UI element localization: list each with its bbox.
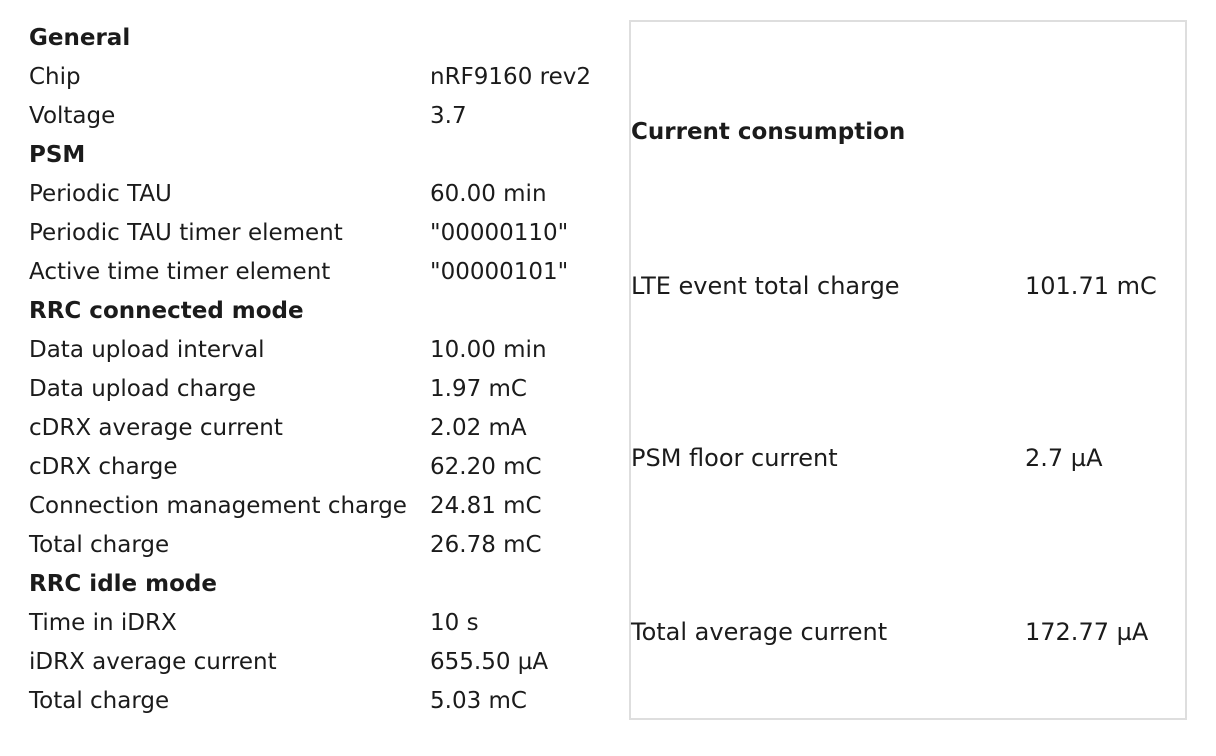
param-label: Connection management charge: [29, 493, 407, 519]
param-label: Chip: [29, 64, 81, 90]
metric-label: LTE event total charge: [631, 272, 900, 300]
param-label: cDRX charge: [29, 454, 178, 480]
metric-total-average-current: Total average current 172.77 µA: [631, 612, 1185, 652]
param-row-data-upload-charge: Data upload charge 1.97 mC: [29, 370, 609, 409]
param-label: Voltage: [29, 103, 116, 129]
parameters-table: General Chip nRF9160 rev2 Voltage 3.7 PS…: [29, 19, 609, 721]
param-value: nRF9160 rev2: [430, 64, 591, 90]
param-value: 62.20 mC: [430, 454, 542, 480]
section-heading-general: General: [29, 19, 609, 58]
param-value: 2.02 mA: [430, 415, 527, 441]
param-value: "00000110": [430, 220, 569, 246]
param-value: 5.03 mC: [430, 688, 527, 714]
section-heading-rrc-connected: RRC connected mode: [29, 292, 609, 331]
param-value: 1.97 mC: [430, 376, 527, 402]
metric-value: 2.7 µA: [1025, 444, 1103, 472]
metric-value: 101.71 mC: [1025, 272, 1157, 300]
param-row-periodic-tau: Periodic TAU 60.00 min: [29, 175, 609, 214]
param-row-idle-total-charge: Total charge 5.03 mC: [29, 682, 609, 721]
panel-title: Current consumption: [631, 119, 906, 145]
metric-lte-event-total-charge: LTE event total charge 101.71 mC: [631, 266, 1185, 306]
param-label: Active time timer element: [29, 259, 331, 285]
param-row-idrx-average-current: iDRX average current 655.50 µA: [29, 643, 609, 682]
param-label: Data upload interval: [29, 337, 265, 363]
param-label: Total charge: [29, 688, 170, 714]
param-row-cdrx-charge: cDRX charge 62.20 mC: [29, 448, 609, 487]
param-value: 24.81 mC: [430, 493, 542, 519]
param-row-connected-total-charge: Total charge 26.78 mC: [29, 526, 609, 565]
param-label: Periodic TAU timer element: [29, 220, 343, 246]
metric-label: PSM floor current: [631, 444, 838, 472]
section-heading-label: RRC idle mode: [29, 571, 217, 597]
param-row-active-time-timer: Active time timer element "00000101": [29, 253, 609, 292]
section-heading-psm: PSM: [29, 136, 609, 175]
section-heading-label: PSM: [29, 142, 86, 168]
param-value: 10.00 min: [430, 337, 547, 363]
param-row-time-in-idrx: Time in iDRX 10 s: [29, 604, 609, 643]
metric-psm-floor-current: PSM floor current 2.7 µA: [631, 438, 1185, 478]
param-label: iDRX average current: [29, 649, 277, 675]
param-row-cdrx-average-current: cDRX average current 2.02 mA: [29, 409, 609, 448]
current-consumption-panel: Current consumption LTE event total char…: [629, 20, 1187, 720]
param-label: Periodic TAU: [29, 181, 172, 207]
param-row-voltage: Voltage 3.7: [29, 97, 609, 136]
param-label: Time in iDRX: [29, 610, 177, 636]
param-value: 60.00 min: [430, 181, 547, 207]
param-row-chip: Chip nRF9160 rev2: [29, 58, 609, 97]
param-value: 10 s: [430, 610, 479, 636]
section-heading-rrc-idle: RRC idle mode: [29, 565, 609, 604]
metric-value: 172.77 µA: [1025, 618, 1149, 646]
param-label: Data upload charge: [29, 376, 256, 402]
param-value: "00000101": [430, 259, 569, 285]
param-value: 26.78 mC: [430, 532, 542, 558]
param-value: 655.50 µA: [430, 649, 549, 675]
param-value: 3.7: [430, 103, 467, 129]
section-heading-label: General: [29, 25, 131, 51]
param-row-periodic-tau-timer: Periodic TAU timer element "00000110": [29, 214, 609, 253]
param-label: cDRX average current: [29, 415, 283, 441]
param-row-connection-management-charge: Connection management charge 24.81 mC: [29, 487, 609, 526]
param-row-data-upload-interval: Data upload interval 10.00 min: [29, 331, 609, 370]
section-heading-label: RRC connected mode: [29, 298, 304, 324]
metric-label: Total average current: [631, 618, 888, 646]
param-label: Total charge: [29, 532, 170, 558]
